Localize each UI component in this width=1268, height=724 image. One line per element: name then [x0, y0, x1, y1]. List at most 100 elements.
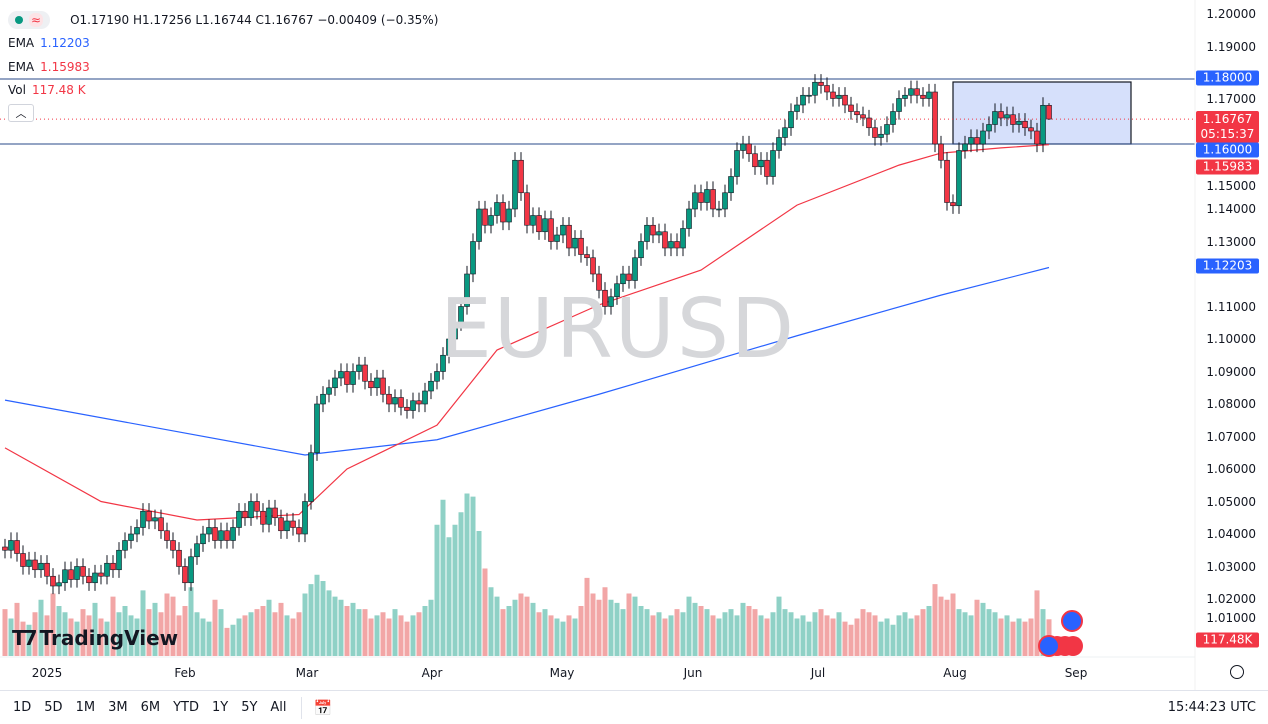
volume-bar [200, 618, 206, 656]
volume-bar [848, 624, 854, 656]
volume-bar [230, 624, 236, 656]
candle-body [734, 150, 740, 177]
volume-legend[interactable]: Vol 117.48 K [8, 79, 438, 103]
candle-body [890, 111, 896, 125]
candle-body [14, 540, 20, 554]
volume-bar [674, 609, 680, 656]
candle-body [20, 553, 26, 567]
time-tick: Jun [683, 666, 703, 680]
candle-body [824, 85, 830, 93]
volume-bar [338, 599, 344, 656]
candle-body [74, 566, 80, 580]
range-button-6m[interactable]: 6M [140, 700, 161, 715]
volume-bar [470, 496, 476, 656]
candle-body [1034, 130, 1040, 145]
range-button-ytd[interactable]: YTD [173, 700, 199, 715]
volume-bar [152, 602, 158, 656]
volume-bar [932, 584, 938, 656]
candle-body [722, 192, 728, 210]
ema-long-legend[interactable]: EMA 1.12203 [8, 32, 438, 56]
volume-bar [44, 615, 50, 656]
volume-bar [128, 615, 134, 656]
volume-bar [974, 599, 980, 656]
volume-bar [386, 618, 392, 656]
candle-body [560, 224, 566, 236]
price-tick: 1.19000 [1206, 39, 1256, 54]
candle-body [716, 208, 722, 211]
volume-bar [350, 602, 356, 656]
volume-bar [284, 615, 290, 656]
volume-bar [872, 615, 878, 656]
candle-body [698, 192, 704, 203]
range-button-all[interactable]: All [270, 700, 287, 715]
events-icon[interactable] [1061, 610, 1083, 632]
volume-badge: 117.48K [1196, 632, 1259, 648]
candle-body [410, 400, 416, 411]
tradingview-logo[interactable]: 𝗧𝟳 TradingView [12, 626, 178, 650]
candle-body [242, 510, 248, 519]
price-tick: 1.14000 [1206, 202, 1256, 216]
volume-bar [566, 615, 572, 656]
events-stack-icon[interactable] [1038, 635, 1060, 657]
volume-bar [806, 621, 812, 656]
volume-bar [440, 499, 446, 656]
volume-bar [290, 618, 296, 656]
candle-body [236, 510, 242, 528]
candle-body [668, 241, 674, 249]
candle-body [176, 549, 182, 567]
range-button-5y[interactable]: 5Y [241, 700, 258, 715]
candle-body [482, 208, 488, 226]
settings-gear-icon[interactable] [1230, 665, 1244, 679]
candle-body [836, 94, 842, 99]
candle-body [752, 153, 758, 168]
volume-bar [482, 568, 488, 656]
ohlc-values: O1.17190 H1.17256 L1.16744 C1.16767 −0.0… [70, 12, 439, 27]
candle-body [170, 540, 176, 551]
volume-bar [452, 524, 458, 656]
candle-body [578, 237, 584, 255]
range-button-5d[interactable]: 5D [44, 700, 63, 715]
volume-bar [524, 596, 530, 656]
volume-bar [242, 615, 248, 656]
market-open-dot-icon [15, 15, 23, 24]
range-button-1d[interactable]: 1D [13, 700, 32, 715]
volume-bar [644, 609, 650, 656]
volume-bar [602, 587, 608, 656]
time-tick: Sep [1064, 666, 1088, 680]
candle-body [488, 215, 494, 226]
candle-body [98, 572, 104, 577]
range-button-1m[interactable]: 1M [75, 700, 96, 715]
candle-body [632, 257, 638, 281]
candle-body [884, 124, 890, 135]
volume-bar [92, 602, 98, 656]
market-status-pill[interactable]: ≈ [8, 10, 51, 29]
collapse-legend-button[interactable]: ︿ [8, 104, 34, 122]
candle-body [506, 208, 512, 223]
utc-clock[interactable]: 15:44:23 UTC [1167, 700, 1256, 715]
volume-bar [332, 596, 338, 656]
candle-body [866, 117, 872, 129]
volume-bar [206, 621, 212, 656]
range-button-3m[interactable]: 3M [108, 700, 128, 715]
volume-bar [158, 612, 164, 656]
bar-countdown: 05:15:37 [1200, 127, 1255, 141]
volume-bar [86, 615, 92, 656]
candle-body [860, 114, 866, 119]
candle-body [950, 202, 956, 207]
candle-body [404, 406, 410, 411]
candle-body [32, 559, 38, 571]
ema-short-legend[interactable]: EMA 1.15983 [8, 55, 438, 79]
volume-bar [704, 609, 710, 656]
volume-bar [716, 618, 722, 656]
volume-bar [518, 593, 524, 656]
volume-bar [1022, 621, 1028, 656]
candle-body [1028, 127, 1034, 132]
volume-bar [356, 609, 362, 656]
volume-bar [836, 612, 842, 656]
go-to-date-calendar-icon[interactable]: 📅 [313, 698, 333, 717]
range-button-1y[interactable]: 1Y [211, 700, 229, 715]
candle-body [338, 371, 344, 379]
candle-body [542, 218, 548, 233]
volume-bar [344, 606, 350, 656]
price-chart[interactable] [0, 0, 1268, 690]
